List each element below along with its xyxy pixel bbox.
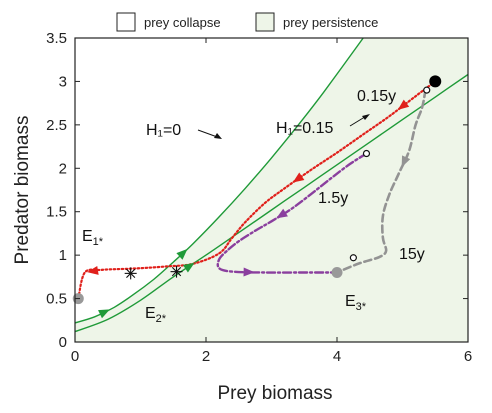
y-tick-label: 2 bbox=[59, 160, 67, 177]
point-E3* bbox=[331, 267, 343, 279]
tick-layer: 0 2 4 6 0 0.5 1 1.5 2 2.5 3 3.5 bbox=[46, 30, 472, 365]
persistence-region bbox=[75, 38, 468, 342]
legend-label-persistence: prey persistence bbox=[283, 15, 378, 30]
x-tick-label: 4 bbox=[333, 348, 341, 365]
point-t-1.5y bbox=[362, 149, 371, 158]
series-trajectory-gray bbox=[335, 88, 427, 274]
y-tick-label: 0 bbox=[59, 334, 67, 351]
series-trajectory-purple bbox=[216, 152, 368, 274]
point-layer bbox=[72, 75, 442, 305]
legend-swatch-persistence bbox=[255, 12, 275, 32]
y-tick-label: 1.5 bbox=[46, 204, 67, 221]
y-tick-label: 3.5 bbox=[46, 30, 67, 47]
arrow-green-1 bbox=[98, 309, 110, 319]
series-boundary-h1-015 bbox=[75, 73, 468, 333]
legend-label-collapse: prey collapse bbox=[144, 15, 221, 30]
point-start bbox=[429, 75, 442, 88]
annotation-time-15y-short: 1.5y bbox=[318, 190, 348, 207]
point-saddle-1 bbox=[124, 267, 137, 280]
arrow-gray-1 bbox=[401, 155, 411, 168]
series-boundary-h1-zero bbox=[75, 38, 364, 324]
y-tick-label: 1 bbox=[59, 247, 67, 264]
arrow-purple-2 bbox=[243, 267, 255, 277]
arrow-green-2 bbox=[176, 248, 188, 260]
y-tick-label: 0.5 bbox=[46, 291, 67, 308]
y-tick-label: 2.5 bbox=[46, 117, 67, 134]
annotation-h1-015: H₁=0.15 bbox=[276, 120, 334, 137]
x-axis-label: Prey biomass bbox=[217, 383, 332, 404]
annotation-h1-zero-arrowhead bbox=[214, 133, 222, 139]
point-t-15y bbox=[349, 254, 357, 262]
point-saddle-2 bbox=[170, 265, 183, 278]
series-trajectory-red bbox=[77, 80, 437, 300]
arrow-red-3 bbox=[87, 265, 99, 275]
y-tick-label: 3 bbox=[59, 73, 67, 90]
y-axis-label: Predator biomass bbox=[12, 116, 33, 265]
arrow-green-3 bbox=[182, 262, 195, 273]
legend: prey collapse prey persistence bbox=[116, 12, 378, 32]
x-tick-label: 2 bbox=[202, 348, 210, 365]
arrow-red-1 bbox=[397, 99, 410, 110]
arrow-red-2 bbox=[292, 172, 305, 183]
series-layer bbox=[75, 38, 468, 333]
point-t-0.15y bbox=[423, 86, 431, 94]
annotation-time-015y: 0.15y bbox=[357, 88, 396, 105]
annotation-h1-015-arrowhead bbox=[362, 114, 370, 120]
legend-swatch-collapse bbox=[116, 12, 136, 32]
label-e1: E1* bbox=[82, 228, 104, 248]
x-tick-label: 0 bbox=[71, 348, 79, 365]
arrow-purple-1 bbox=[276, 208, 288, 219]
annotation-time-15y: 15y bbox=[399, 246, 425, 263]
plot-frame bbox=[74, 37, 469, 343]
x-tick-label: 6 bbox=[464, 348, 472, 365]
annotation-h1-zero: H₁=0 bbox=[146, 122, 181, 139]
